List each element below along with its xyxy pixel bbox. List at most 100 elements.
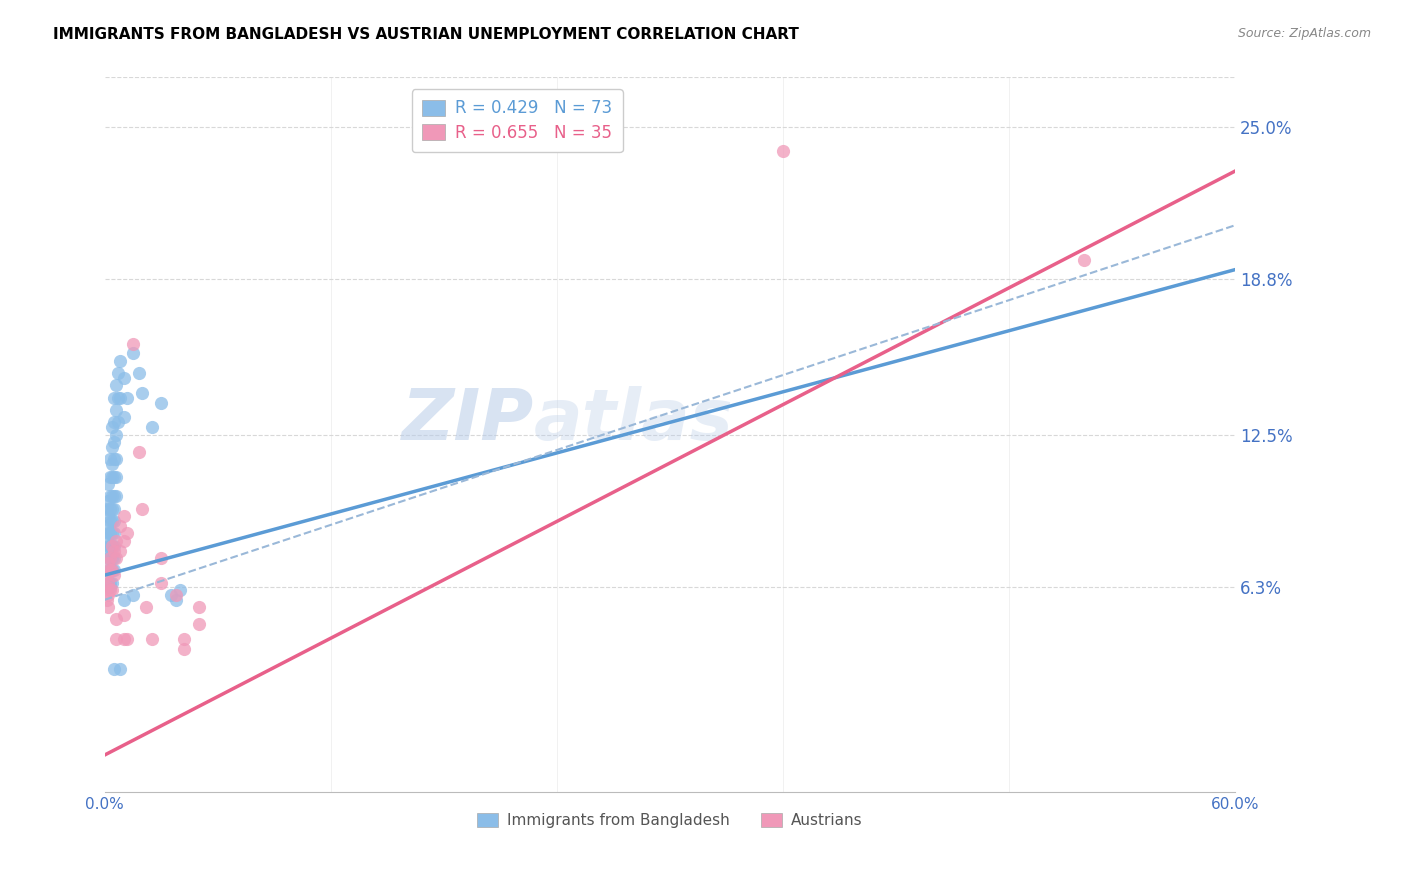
Point [103,452,125,467]
Point [112,508,135,523]
Point [122,346,145,360]
Legend: Immigrants from Bangladesh, Austrians: Immigrants from Bangladesh, Austrians [471,806,869,834]
Point [131,501,153,516]
Point [104,550,127,565]
Point [98,550,121,565]
Point [159,588,181,602]
Point [103,568,125,582]
Point [103,539,125,553]
Point [108,662,131,676]
Point [128,366,150,380]
Point [97,508,120,523]
Point [97,588,120,602]
Point [103,469,125,483]
Point [98,575,121,590]
Point [96,543,118,558]
Point [101,539,124,553]
Point [97,563,120,577]
Point [97,494,120,508]
Point [101,563,124,577]
Point [97,477,120,491]
Point [131,385,153,400]
Point [107,366,129,380]
Point [112,632,135,647]
Point [112,410,135,425]
Point [98,563,121,577]
Point [107,391,129,405]
Point [97,526,120,541]
Point [104,427,127,442]
Point [103,543,125,558]
Point [103,563,125,577]
Point [104,533,127,548]
Point [97,575,120,590]
Point [98,563,121,577]
Point [117,526,139,541]
Point [101,469,124,483]
Point [187,600,209,615]
Point [96,519,118,533]
Point [165,588,187,602]
Point [165,592,187,607]
Point [150,575,173,590]
Point [98,526,121,541]
Point [103,662,125,676]
Point [112,371,135,385]
Point [117,632,139,647]
Point [135,600,157,615]
Point [187,617,209,632]
Point [98,539,121,553]
Point [101,489,124,503]
Point [98,469,121,483]
Point [122,336,145,351]
Point [97,539,120,553]
Point [96,581,118,595]
Point [104,612,127,626]
Point [104,378,127,392]
Point [103,550,125,565]
Point [1073,252,1095,267]
Point [101,550,124,565]
Point [101,501,124,516]
Point [104,632,127,647]
Point [107,416,129,430]
Text: ZIP: ZIP [402,386,534,455]
Point [150,395,173,409]
Point [122,588,145,602]
Point [101,420,124,434]
Point [112,592,135,607]
Point [101,457,124,471]
Point [98,501,121,516]
Point [96,592,118,607]
Point [103,501,125,516]
Point [96,501,118,516]
Point [98,489,121,503]
Point [112,533,135,548]
Point [141,632,163,647]
Point [103,391,125,405]
Point [772,145,794,159]
Point [97,600,120,615]
Point [97,575,120,590]
Point [104,452,127,467]
Point [96,531,118,545]
Point [173,642,195,657]
Point [101,575,124,590]
Point [103,416,125,430]
Point [101,514,124,528]
Point [112,607,135,622]
Point [169,582,191,597]
Point [98,550,121,565]
Point [173,632,195,647]
Point [101,539,124,553]
Point [103,514,125,528]
Point [97,556,120,570]
Point [104,403,127,417]
Point [101,563,124,577]
Point [108,543,131,558]
Point [103,489,125,503]
Point [103,526,125,541]
Point [98,582,121,597]
Point [96,568,118,582]
Point [128,445,150,459]
